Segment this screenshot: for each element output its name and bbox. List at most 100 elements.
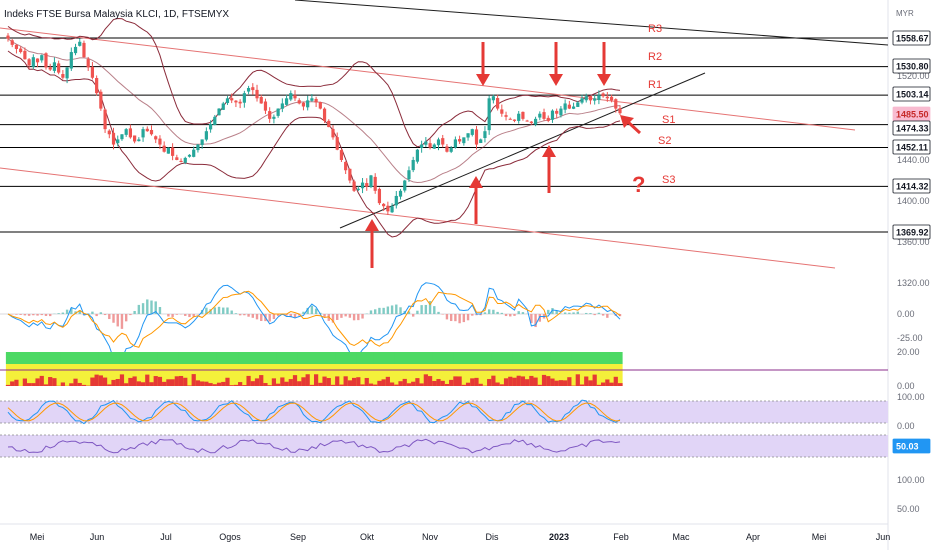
pane2-red <box>212 384 218 386</box>
macd-hist-bar <box>99 312 103 314</box>
candle-body <box>289 93 293 100</box>
macd-hist-bar <box>496 311 499 314</box>
candle-body <box>360 182 365 189</box>
pane2-red <box>246 375 252 386</box>
macd-hist-bar <box>129 314 132 316</box>
pane2-green <box>166 352 171 364</box>
pane2-green <box>326 352 332 364</box>
pane2-green <box>145 352 150 364</box>
pane2-green <box>284 352 290 364</box>
pane2-yellow <box>360 364 366 386</box>
pane2-green <box>503 352 509 364</box>
candle-body <box>356 188 360 190</box>
macd-hist-bar <box>285 314 288 316</box>
candle-body <box>373 176 377 191</box>
price-tag-text-low: 1369.92 <box>896 228 929 238</box>
candle-body <box>52 62 57 71</box>
pane2-red <box>508 376 513 386</box>
pane2-yellow <box>394 364 399 386</box>
candle-body <box>23 50 27 60</box>
pane2-yellow <box>427 364 433 386</box>
pane2-yellow <box>5 364 11 386</box>
pane2-yellow <box>204 364 209 386</box>
pane2-green <box>508 352 513 364</box>
macd-hist-bar <box>568 312 571 314</box>
axis-label-osc1: 0.00 <box>897 309 915 319</box>
pane2-yellow <box>356 364 361 386</box>
pane2-yellow <box>351 364 357 386</box>
pane2-red <box>128 377 134 386</box>
macd-hist-bar <box>95 314 98 317</box>
macd-hist-bar <box>462 314 466 323</box>
macd-hist-bar <box>420 305 423 314</box>
macd-hist-bar <box>563 312 567 314</box>
macd-hist-bar <box>306 307 309 314</box>
pane2-red <box>584 376 589 386</box>
trendline-ascending[interactable] <box>339 72 706 229</box>
pane2-green <box>10 352 15 364</box>
pane2-yellow <box>153 364 159 386</box>
macd-hist-bar <box>369 310 373 314</box>
stoch-k-line <box>7 399 621 425</box>
candle-body <box>57 63 61 73</box>
trendline-red-upper[interactable] <box>0 27 856 131</box>
macd-hist-bar <box>70 308 73 314</box>
pane2-green <box>453 352 459 364</box>
pane2-green <box>26 352 32 364</box>
candle-body <box>179 160 183 163</box>
axis-label-main: 1360.00 <box>897 237 930 247</box>
candle-body <box>314 98 318 103</box>
candle-body <box>352 181 356 191</box>
pane2-green <box>221 352 226 364</box>
pane2-red <box>381 379 387 386</box>
pane2-red <box>284 381 290 386</box>
band-upper <box>7 17 621 148</box>
macd-hist-bar <box>314 308 318 314</box>
candle-body <box>432 144 436 149</box>
candle-body <box>348 168 352 181</box>
pane2-yellow <box>457 364 463 386</box>
pane2-red <box>453 376 459 386</box>
candle-body <box>386 205 390 212</box>
pane2-red <box>563 380 568 386</box>
pane2-red <box>318 382 323 386</box>
pane2-green <box>242 352 247 364</box>
macd-hist-bar <box>437 311 440 314</box>
pane2-yellow <box>212 364 218 386</box>
price-tag-r2 <box>892 58 931 74</box>
pane2-green <box>605 352 610 364</box>
candle-body <box>327 120 331 128</box>
pane2-green <box>592 352 598 364</box>
candle-body <box>10 40 14 45</box>
pane2-green <box>373 352 378 364</box>
pane2-yellow <box>187 364 193 386</box>
pane2-red <box>140 382 146 386</box>
price-tag-s1 <box>892 120 931 136</box>
pane2-green <box>609 352 615 364</box>
pane2-red <box>609 382 615 386</box>
pane2-red <box>330 384 336 386</box>
pane2-red <box>149 382 155 386</box>
pane2-red <box>229 385 235 386</box>
pane2-yellow <box>284 364 290 386</box>
pane2-green <box>368 352 374 364</box>
pane2-yellow <box>601 364 606 386</box>
pane2-green <box>470 352 475 364</box>
macd-hist-bar <box>475 314 478 316</box>
axis-label-main: 1440.00 <box>897 155 930 165</box>
pane2-red <box>39 375 45 386</box>
pane2-green <box>250 352 256 364</box>
pane2-yellow <box>533 364 539 386</box>
candle-body <box>225 98 230 104</box>
pane2-red <box>10 381 15 386</box>
pane2-red <box>216 382 222 386</box>
pane2-red <box>406 383 412 386</box>
macd-hist-bar <box>15 314 18 315</box>
pane2-yellow <box>406 364 412 386</box>
trendline-upper-black[interactable] <box>294 0 889 46</box>
pane2-green <box>567 352 572 364</box>
macd-hist-bar <box>589 313 592 314</box>
pane2-red <box>14 379 20 386</box>
pane2-yellow <box>596 364 602 386</box>
